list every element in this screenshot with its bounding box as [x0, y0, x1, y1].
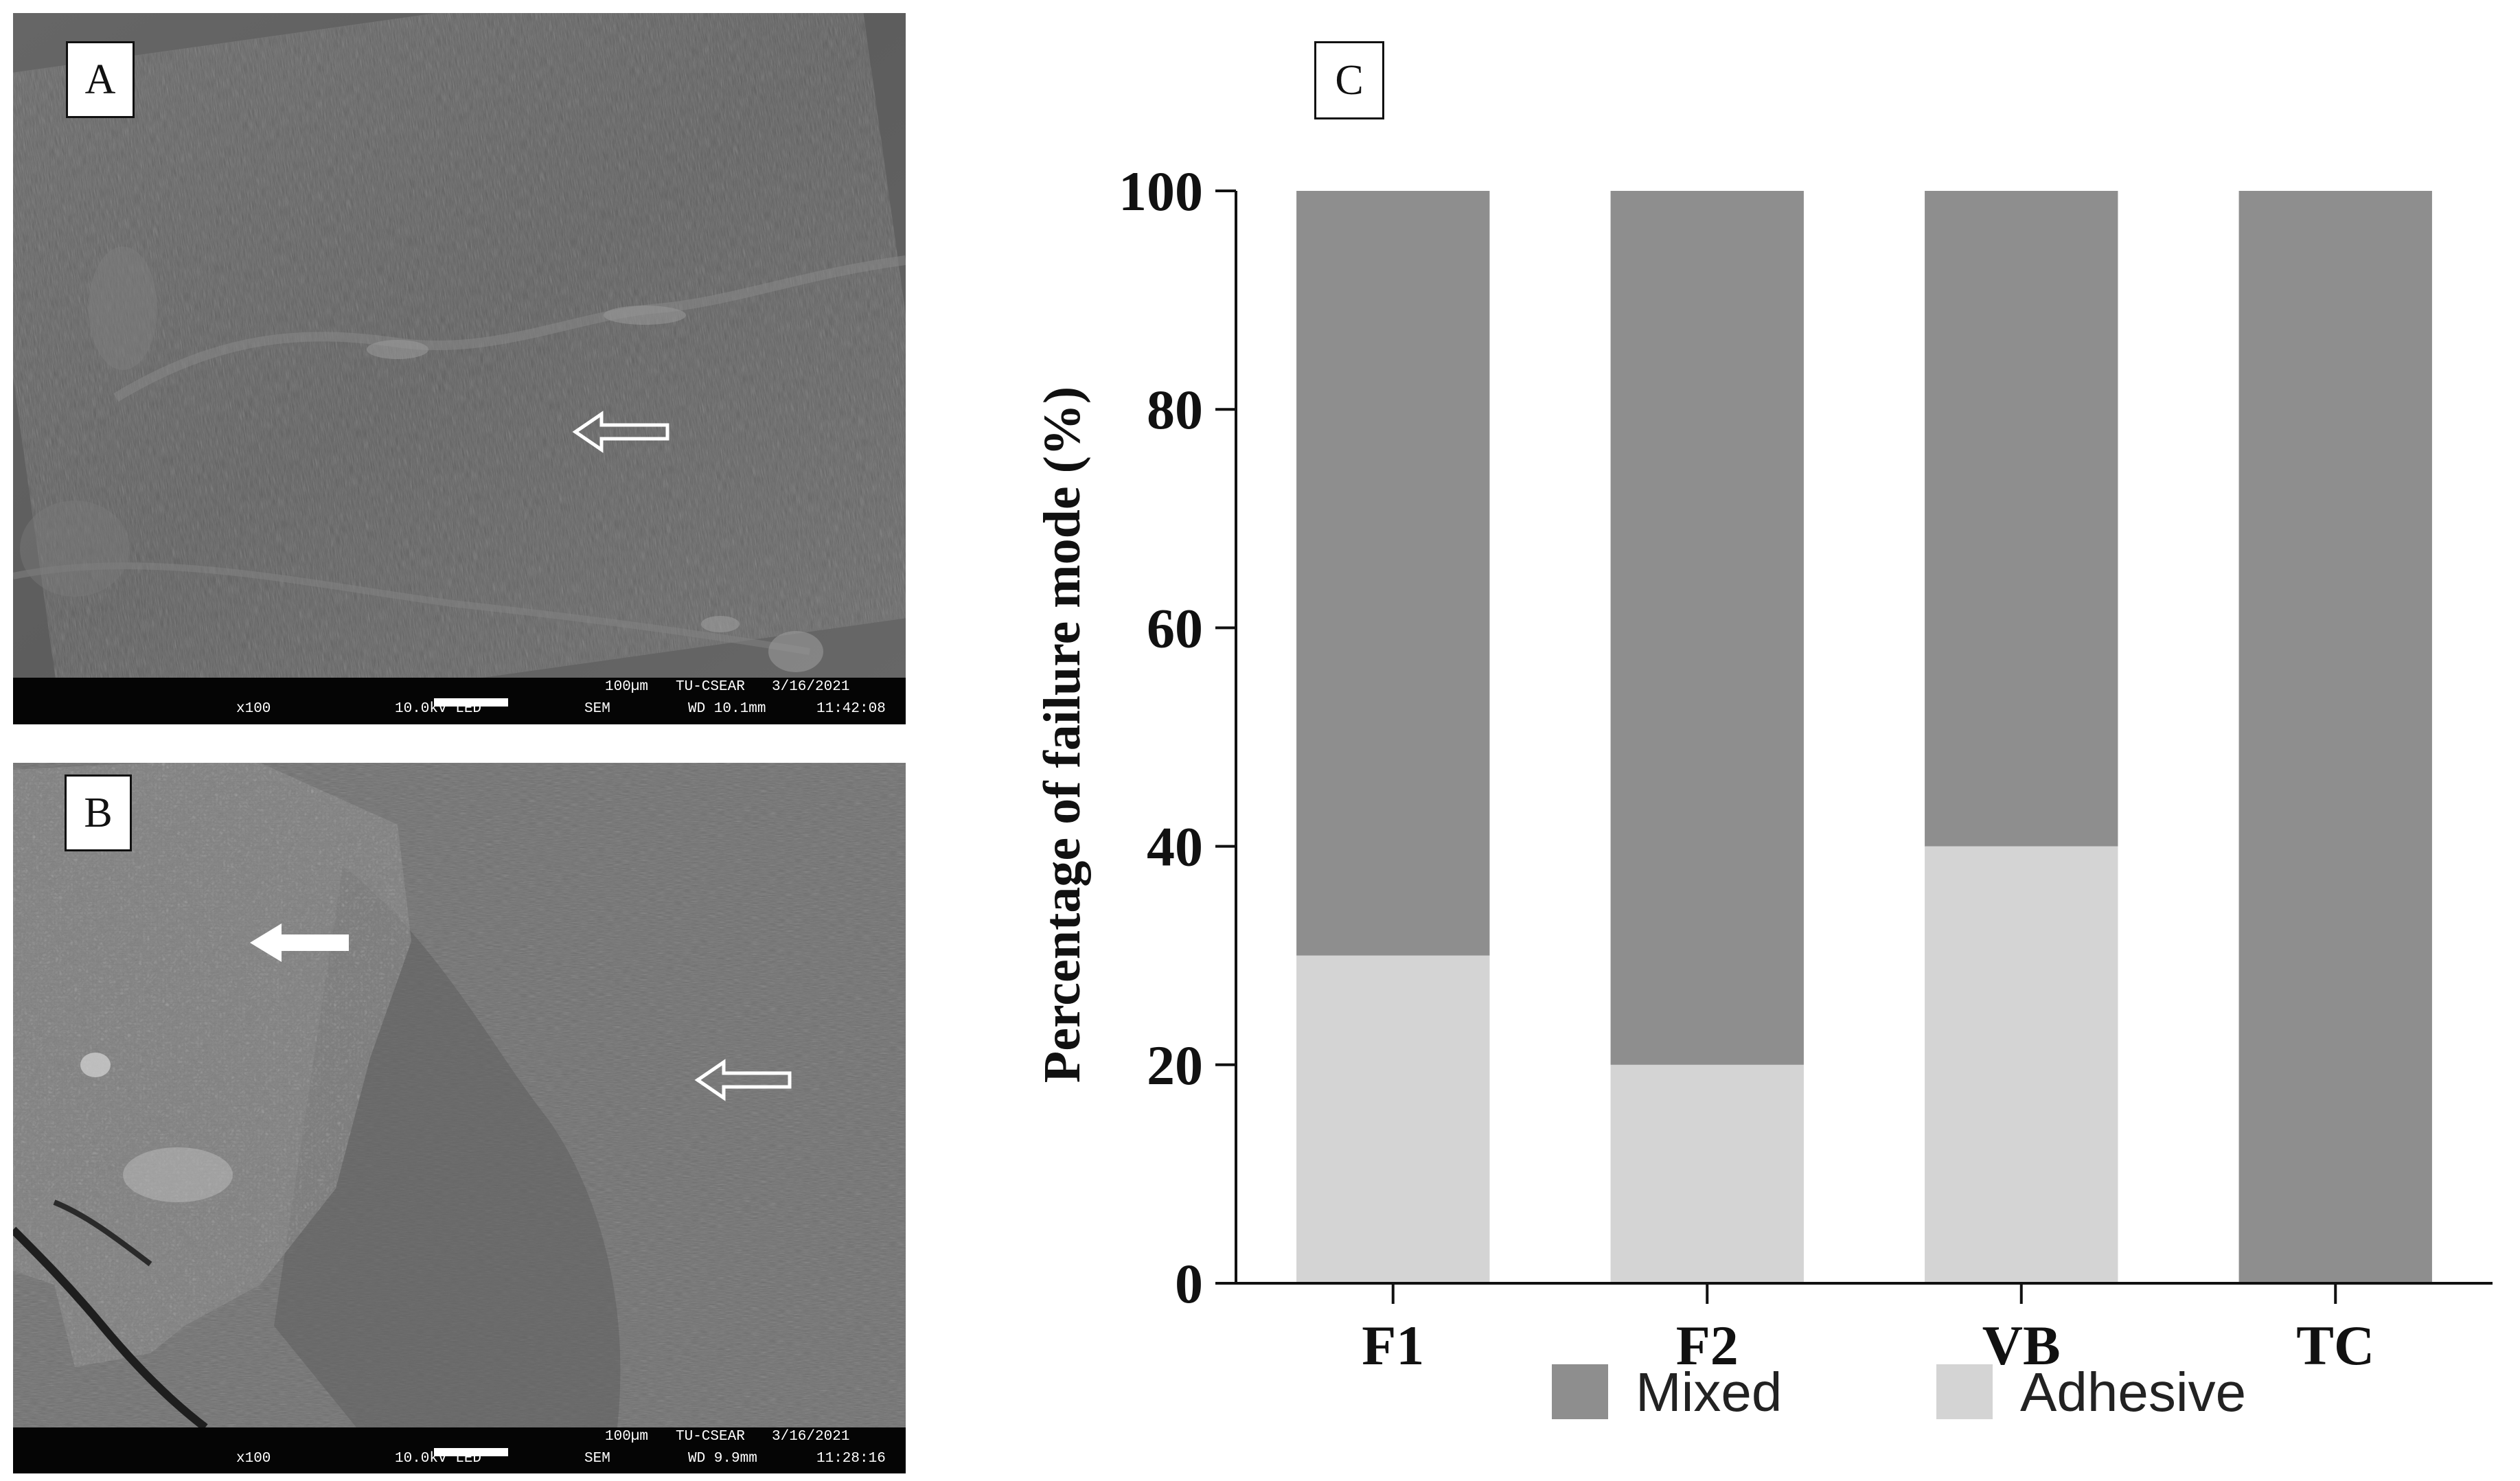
sem-image-a: 100µm TU-CSEAR 3/16/2021 x100 10.0kV LED…: [13, 13, 906, 724]
y-tick-label: 100: [1119, 160, 1203, 222]
bar-f2-mixed: [1610, 191, 1804, 1065]
panel-letter-b: B: [65, 774, 132, 851]
y-tick-label: 20: [1147, 1034, 1203, 1097]
y-ticks-group: 0 20 40 60 80 100: [1119, 160, 1236, 1315]
kv-text: 10.0kV LED: [395, 701, 482, 717]
wd-text: WD 9.9mm: [688, 1451, 757, 1467]
y-tick-label: 80: [1147, 378, 1203, 441]
bar-tc-mixed: [2238, 191, 2432, 1283]
bar-f1-adhesive: [1296, 955, 1490, 1283]
y-tick-label: 60: [1147, 597, 1203, 659]
sem-image-b: 100µm TU-CSEAR 3/16/2021 x100 10.0kV LED…: [13, 763, 906, 1473]
legend-label-adhesive: Adhesive: [2020, 1362, 2246, 1423]
lab-text: TU-CSEAR: [676, 1429, 745, 1445]
failure-mode-chart: 0 20 40 60 80 100 F1 F2 VB TC Percentage of fail…: [1016, 124, 2493, 1469]
panel-letter-c: C: [1314, 41, 1384, 119]
scale-bar: [434, 1448, 508, 1456]
x-tick-label-f1: F1: [1362, 1314, 1424, 1377]
mag-text: x100: [236, 1451, 271, 1467]
hollow-arrow-icon: [572, 411, 669, 453]
mode-text: SEM: [584, 701, 610, 717]
time-text: 11:42:08: [816, 701, 886, 717]
mode-text: SEM: [584, 1451, 610, 1467]
scale-bar: [434, 698, 508, 707]
bars-group: [1296, 191, 2432, 1283]
sem-info-bar-b: 100µm TU-CSEAR 3/16/2021 x100 10.0kV LED…: [13, 1427, 906, 1473]
solid-arrow-icon: [250, 923, 349, 962]
legend-swatch-mixed: [1552, 1364, 1608, 1419]
lab-text: TU-CSEAR: [676, 679, 745, 695]
axes-group: [1235, 191, 2493, 1285]
x-ticks-group: F1 F2 VB TC: [1362, 1283, 2374, 1377]
sem-surface-a: [13, 13, 906, 678]
scale-text: 100µm: [605, 1429, 649, 1445]
hollow-arrow-icon: [694, 1059, 792, 1101]
legend-swatch-adhesive: [1936, 1364, 1993, 1419]
x-tick-label-vb: VB: [1982, 1314, 2061, 1377]
x-tick-label-f2: F2: [1676, 1314, 1739, 1377]
bar-f2-adhesive: [1610, 1064, 1804, 1283]
legend-label-mixed: Mixed: [1636, 1362, 1782, 1423]
legend: Mixed Adhesive: [1552, 1362, 2246, 1423]
y-axis-label: Percentage of failure mode (%): [1033, 387, 1091, 1083]
kv-text: 10.0kV LED: [395, 1451, 482, 1467]
wd-text: WD 10.1mm: [688, 701, 766, 717]
bar-vb-adhesive: [1925, 846, 2118, 1283]
bar-vb-mixed: [1925, 191, 2118, 847]
panel-letter-a: A: [66, 41, 135, 118]
x-tick-label-tc: TC: [2296, 1314, 2374, 1377]
date-text: 3/16/2021: [772, 1429, 850, 1445]
sem-surface-b: [13, 763, 906, 1427]
sem-info-bar-a: 100µm TU-CSEAR 3/16/2021 x100 10.0kV LED…: [13, 678, 906, 724]
bar-f1-mixed: [1296, 191, 1490, 956]
time-text: 11:28:16: [816, 1451, 886, 1467]
y-tick-label: 0: [1175, 1252, 1203, 1315]
date-text: 3/16/2021: [772, 679, 850, 695]
y-tick-label: 40: [1147, 816, 1203, 878]
chart-svg: 0 20 40 60 80 100 F1 F2 VB TC Percentage of fail…: [1033, 160, 2493, 1423]
scale-text: 100µm: [605, 679, 649, 695]
mag-text: x100: [236, 701, 271, 717]
